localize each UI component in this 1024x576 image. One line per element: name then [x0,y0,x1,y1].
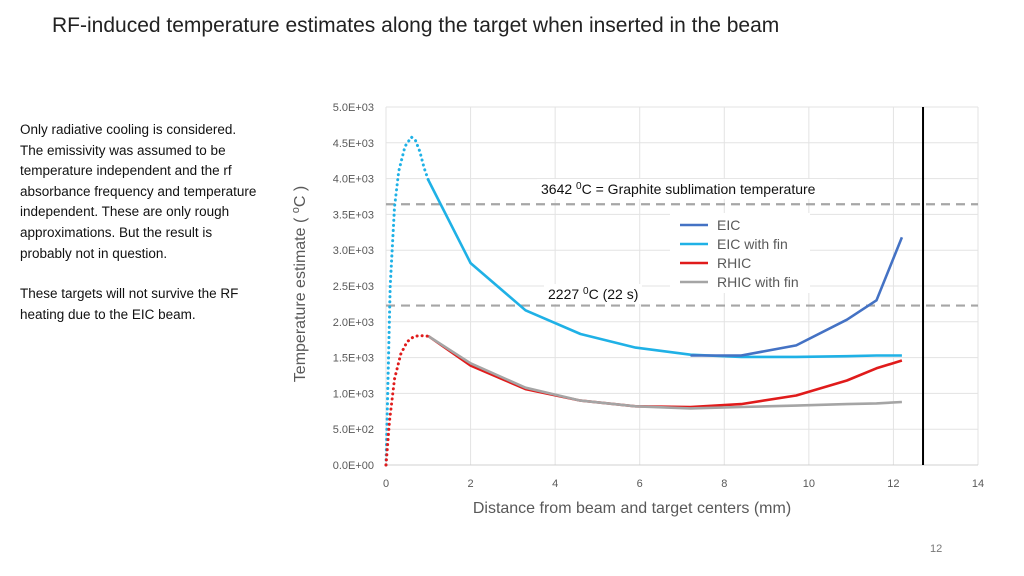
dotted-segment-rhic [384,333,430,467]
series-line-eic-with-fin [427,179,902,359]
y-tick-label: 3.5E+03 [333,209,374,221]
x-tick-label: 6 [637,478,643,490]
x-tick-label: 14 [972,478,984,490]
x-tick-label: 8 [721,478,727,490]
y-tick-label: 3.0E+03 [333,245,374,257]
series-line-rhic-with-fin [427,335,902,410]
description-paragraph-1: Only radiative cooling is considered. Th… [20,122,257,261]
x-tick-label: 0 [383,478,389,490]
y-tick-label: 5.0E+02 [333,424,374,436]
dotted-segment-eic-with-fin [384,134,430,467]
y-tick-label: 0.0E+00 [333,460,374,472]
legend-label: EIC with fin [717,236,788,252]
legend-label: RHIC [717,255,751,271]
series-line-eic [690,236,904,357]
y-tick-label: 5.0E+03 [333,102,374,114]
x-tick-label: 2 [468,478,474,490]
description-paragraph-2: These targets will not survive the RF he… [20,286,239,322]
x-tick-label: 4 [552,478,558,490]
y-tick-label: 4.0E+03 [333,174,374,186]
annotation-background [544,284,642,304]
x-axis-title: Distance from beam and target centers (m… [473,500,791,517]
y-tick-label: 4.5E+03 [333,138,374,150]
reference-annotation: 2227 0C (22 s) [548,286,638,302]
legend-label: RHIC with fin [717,274,799,290]
y-tick-label: 2.0E+03 [333,317,374,329]
slide-title: RF-induced temperature estimates along t… [52,14,780,37]
legend-background [670,213,810,293]
page-number: 12 [930,543,943,555]
x-tick-label: 10 [803,478,815,490]
y-tick-label: 1.5E+03 [333,353,374,365]
series-line-rhic [427,335,903,409]
annotation-background [537,179,837,199]
x-tick-label: 12 [887,478,899,490]
reference-annotation: 3642 0C = Graphite sublimation temperatu… [541,181,816,197]
description-text: Only radiative cooling is considered. Th… [20,120,260,345]
y-tick-label: 1.0E+03 [333,388,374,400]
y-axis-title: Temperature estimate ( oC ) [290,186,309,382]
legend-label: EIC [717,217,740,233]
y-tick-label: 2.5E+03 [333,281,374,293]
